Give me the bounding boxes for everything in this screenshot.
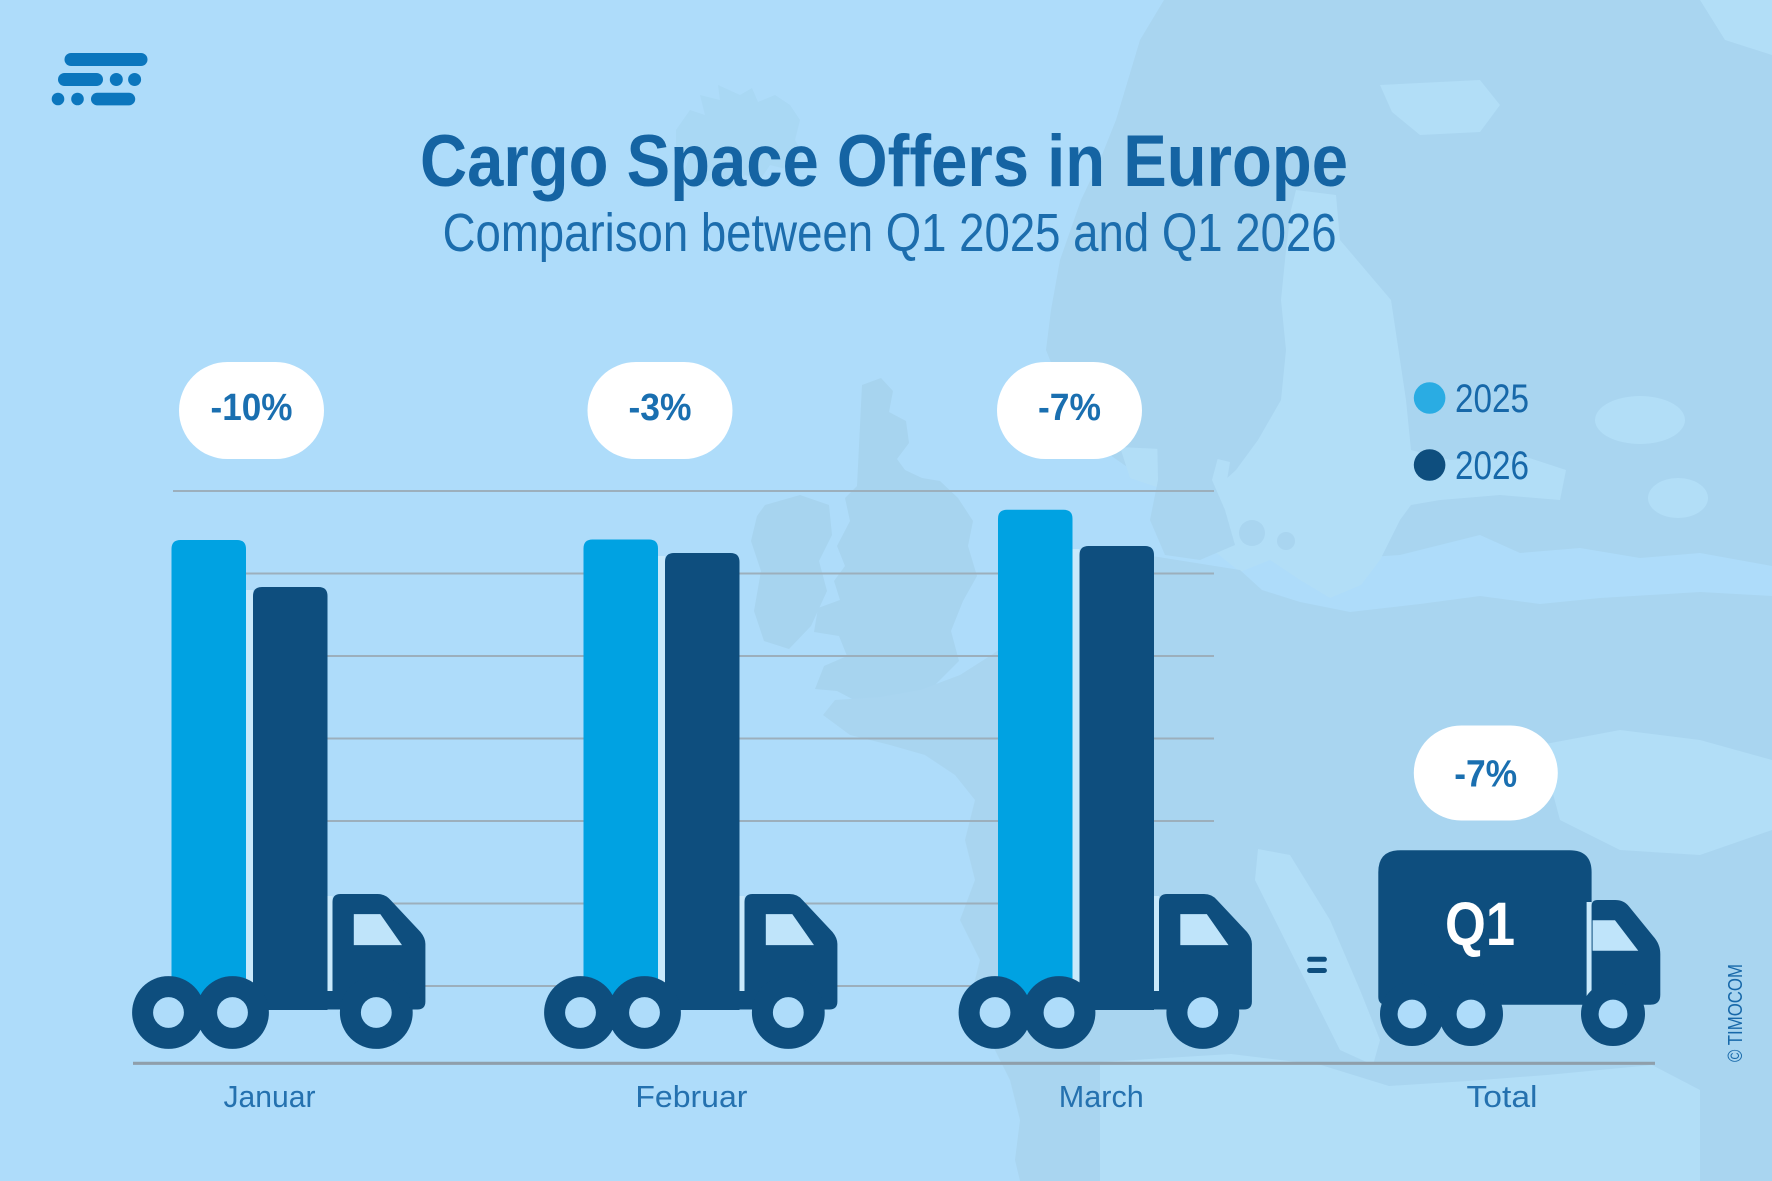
svg-text:Q1: Q1 bbox=[1445, 890, 1515, 958]
svg-text:Comparison between Q1 2025 and: Comparison between Q1 2025 and Q1 2026 bbox=[443, 203, 1337, 263]
svg-text:2026: 2026 bbox=[1455, 444, 1529, 488]
svg-text:2025: 2025 bbox=[1455, 377, 1529, 421]
svg-text:Februar: Februar bbox=[635, 1079, 747, 1114]
svg-text:-10%: -10% bbox=[211, 387, 293, 429]
svg-text:-3%: -3% bbox=[629, 387, 692, 429]
svg-text:-7%: -7% bbox=[1454, 754, 1517, 796]
svg-text:Total: Total bbox=[1467, 1079, 1538, 1114]
svg-text:-7%: -7% bbox=[1038, 387, 1101, 429]
svg-text:Cargo Space Offers in Europe: Cargo Space Offers in Europe bbox=[420, 121, 1348, 202]
svg-text:© TIMOCOM: © TIMOCOM bbox=[1724, 964, 1747, 1062]
svg-text:Januar: Januar bbox=[224, 1079, 316, 1114]
svg-text:March: March bbox=[1059, 1079, 1144, 1114]
